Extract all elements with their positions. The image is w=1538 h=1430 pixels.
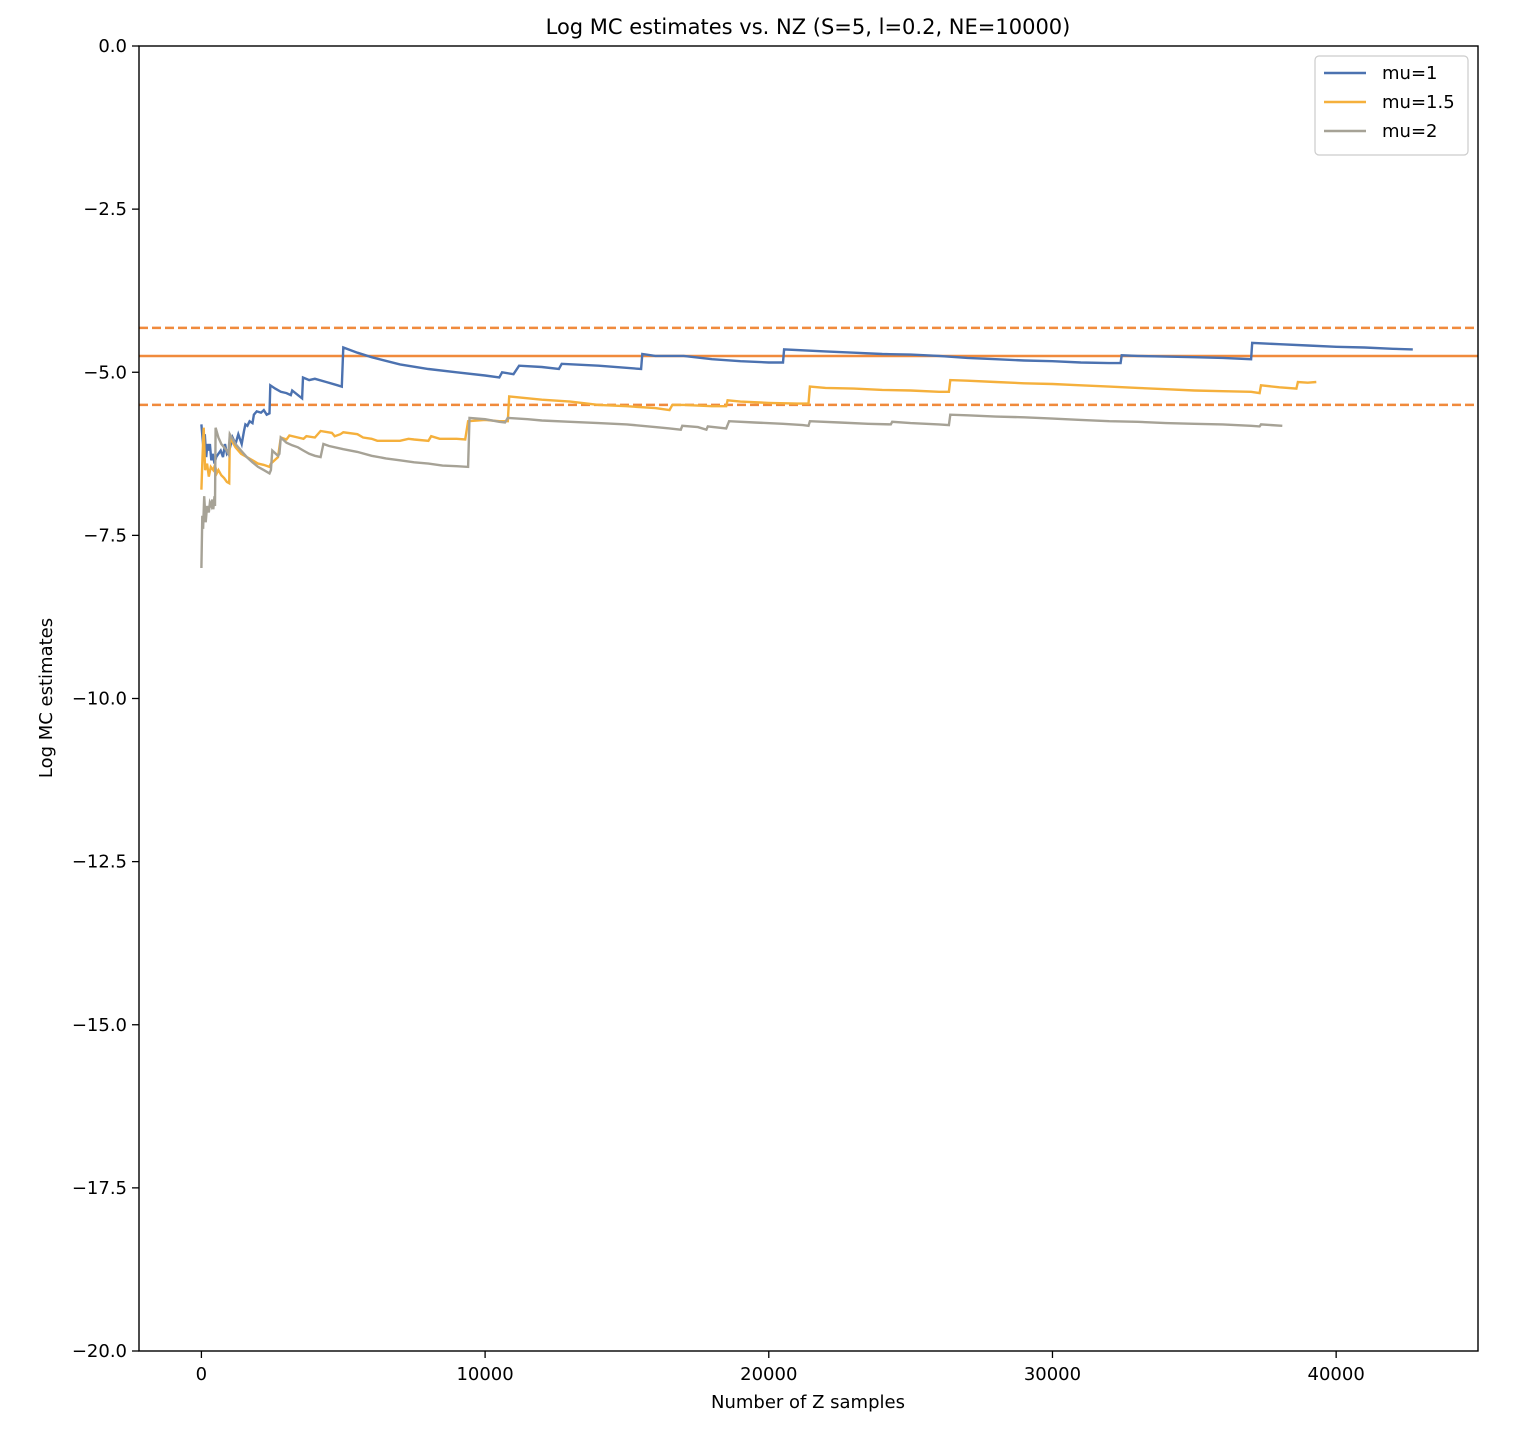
chart-title: Log MC estimates vs. NZ (S=5, l=0.2, NE=… bbox=[546, 15, 1071, 39]
legend-label: mu=1 bbox=[1382, 63, 1437, 84]
x-tick-label: 20000 bbox=[740, 1364, 797, 1385]
y-tick-label: −15.0 bbox=[72, 1015, 127, 1036]
y-tick-label: −17.5 bbox=[72, 1178, 127, 1199]
x-tick-label: 30000 bbox=[1024, 1364, 1081, 1385]
legend-label: mu=1.5 bbox=[1382, 92, 1455, 113]
y-tick-label: 0.0 bbox=[98, 36, 127, 57]
y-tick-label: −5.0 bbox=[83, 362, 127, 383]
y-tick-label: −12.5 bbox=[72, 852, 127, 873]
y-axis-label: Log MC estimates bbox=[36, 618, 57, 778]
y-tick-label: −2.5 bbox=[83, 199, 127, 220]
series-line-mu-1-5 bbox=[200, 378, 1317, 490]
x-axis-label: Number of Z samples bbox=[711, 1392, 905, 1413]
x-tick-label: 10000 bbox=[456, 1364, 513, 1385]
series-line-mu-2 bbox=[200, 413, 1283, 569]
reference-lines bbox=[139, 326, 1478, 407]
x-tick-label: 40000 bbox=[1308, 1364, 1365, 1385]
legend: mu=1 mu=1.5 mu=2 bbox=[1314, 55, 1469, 156]
x-tick-label: 0 bbox=[196, 1364, 207, 1385]
y-axis: 0.0 −2.5 −5.0 −7.5 −10.0 −12.5 −15.0 −17.5 −20.0 bbox=[72, 36, 139, 1362]
y-tick-label: −20.0 bbox=[72, 1341, 127, 1362]
y-tick-label: −7.5 bbox=[83, 525, 127, 546]
y-tick-label: −10.0 bbox=[72, 689, 127, 710]
series-lines bbox=[200, 341, 1413, 569]
x-axis: 0 10000 20000 30000 40000 bbox=[196, 1351, 1365, 1385]
legend-label: mu=2 bbox=[1382, 121, 1437, 142]
